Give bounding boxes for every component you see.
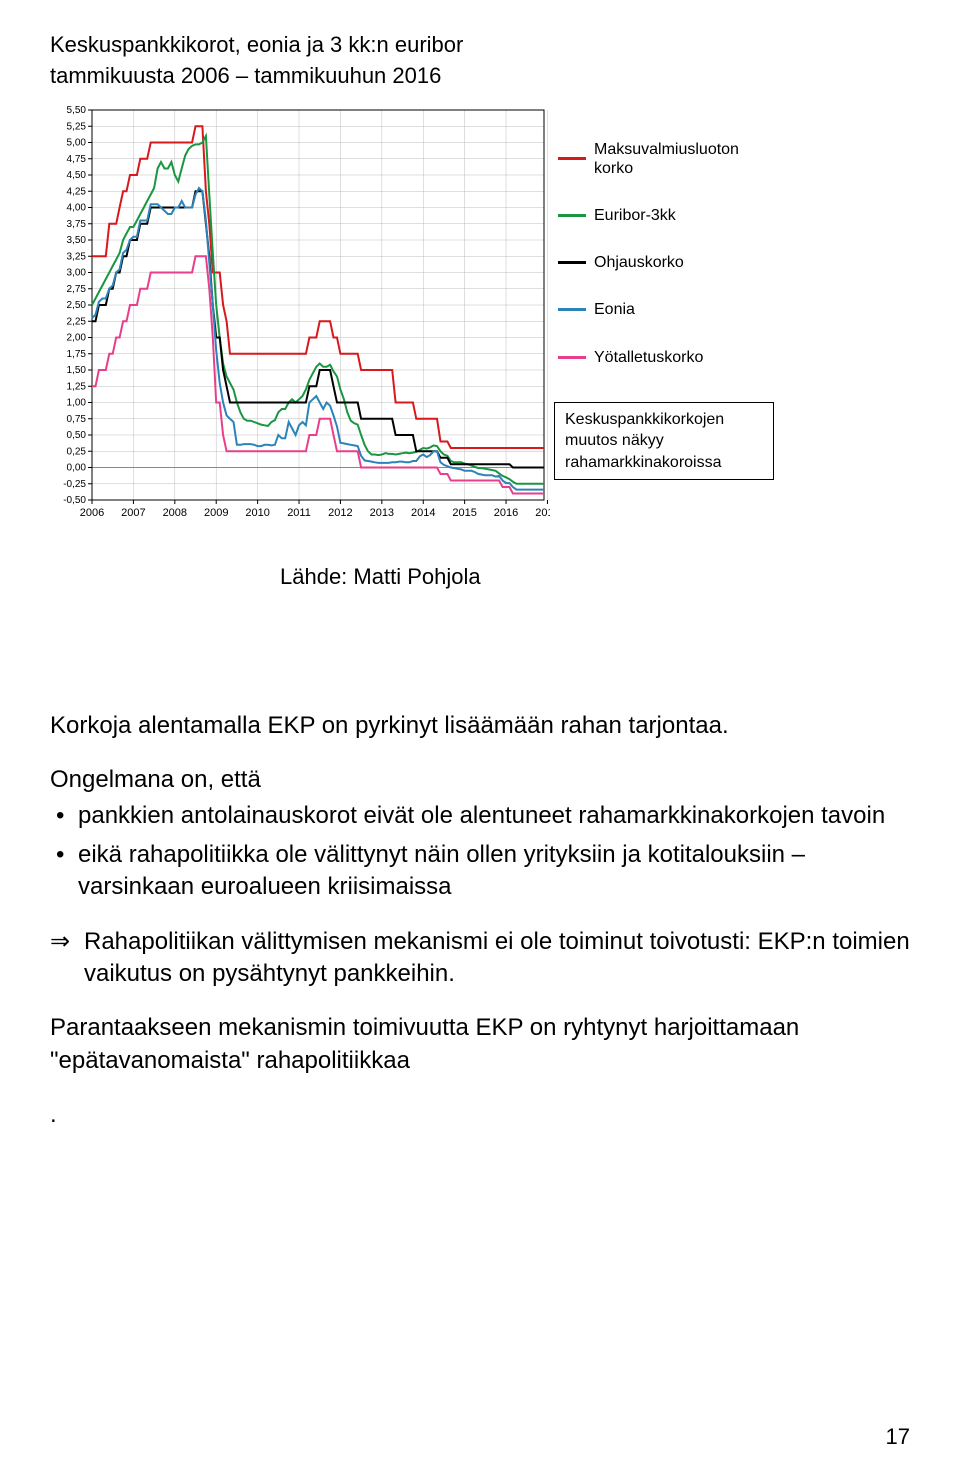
paragraph-intro: Ongelmana on, että xyxy=(50,764,910,796)
legend-item: Euribor-3kk xyxy=(558,206,750,225)
svg-text:2010: 2010 xyxy=(245,507,269,519)
implication-paragraph: ⇒ Rahapolitiikan välittymisen mekanismi … xyxy=(50,926,910,991)
note-line: rahamarkkinakoroissa xyxy=(565,452,763,474)
svg-text:5,25: 5,25 xyxy=(67,121,87,132)
svg-text:3,75: 3,75 xyxy=(67,218,87,229)
paragraph: Parantaakseen mekanismin toimivuutta EKP… xyxy=(50,1012,910,1077)
chart-legend: Maksuvalmiusluoton korko Euribor-3kk Ohjau… xyxy=(558,140,750,395)
legend-label: Yötalletuskorko xyxy=(594,348,703,367)
svg-text:2,75: 2,75 xyxy=(67,283,87,294)
svg-text:2009: 2009 xyxy=(204,507,228,519)
svg-text:5,50: 5,50 xyxy=(67,105,87,116)
svg-text:2007: 2007 xyxy=(121,507,145,519)
note-line: Keskuspankkikorkojen xyxy=(565,409,763,431)
svg-text:2008: 2008 xyxy=(163,507,187,519)
legend-item: Eonia xyxy=(558,300,750,319)
svg-text:2013: 2013 xyxy=(370,507,394,519)
svg-text:0,25: 0,25 xyxy=(67,446,87,457)
svg-text:0,75: 0,75 xyxy=(67,413,87,424)
bullet-item: pankkien antolainauskorot eivät ole alen… xyxy=(50,800,910,832)
svg-text:4,00: 4,00 xyxy=(67,202,87,213)
svg-text:-0,50: -0,50 xyxy=(63,495,86,506)
legend-swatch xyxy=(558,157,586,160)
rate-chart: -0,50 -0,25 0,00 0,25 0,50 0,75 1,00 1,25 1,50 1,… xyxy=(50,104,750,524)
svg-text:1,50: 1,50 xyxy=(67,365,87,376)
title-line2: tammikuusta 2006 – tammikuuhun 2016 xyxy=(50,63,441,88)
arrow-icon: ⇒ xyxy=(50,926,84,991)
svg-text:4,50: 4,50 xyxy=(67,170,87,181)
svg-text:1,00: 1,00 xyxy=(67,397,87,408)
svg-text:2017: 2017 xyxy=(535,507,550,519)
svg-text:5,00: 5,00 xyxy=(67,137,87,148)
svg-text:2,50: 2,50 xyxy=(67,300,87,311)
body-text: Korkoja alentamalla EKP on pyrkinyt lisä… xyxy=(50,710,910,1132)
legend-label: Maksuvalmiusluoton korko xyxy=(594,140,750,178)
svg-text:2,00: 2,00 xyxy=(67,332,87,343)
page-title: Keskuspankkikorot, eonia ja 3 kk:n eurib… xyxy=(50,30,910,92)
svg-text:2,25: 2,25 xyxy=(67,316,87,327)
chart-source: Lähde: Matti Pohjola xyxy=(280,564,910,590)
legend-item: Ohjauskorko xyxy=(558,253,750,272)
page-number: 17 xyxy=(886,1424,910,1450)
paragraph: Korkoja alentamalla EKP on pyrkinyt lisä… xyxy=(50,710,910,742)
note-line: muutos näkyy xyxy=(565,430,763,452)
legend-swatch xyxy=(558,214,586,217)
svg-text:4,75: 4,75 xyxy=(67,153,87,164)
legend-label: Euribor-3kk xyxy=(594,206,676,225)
svg-text:2014: 2014 xyxy=(411,507,435,519)
chart-canvas: -0,50 -0,25 0,00 0,25 0,50 0,75 1,00 1,25 1,50 1,… xyxy=(50,104,550,524)
svg-text:1,75: 1,75 xyxy=(67,348,87,359)
legend-label: Eonia xyxy=(594,300,635,319)
bullet-list: pankkien antolainauskorot eivät ole alen… xyxy=(50,800,910,903)
legend-swatch xyxy=(558,261,586,264)
svg-text:2012: 2012 xyxy=(328,507,352,519)
implication-text: Rahapolitiikan välittymisen mekanismi ei… xyxy=(84,926,910,991)
bullet-item: eikä rahapolitiikka ole välittynyt näin … xyxy=(50,839,910,904)
svg-text:3,25: 3,25 xyxy=(67,251,87,262)
svg-text:2015: 2015 xyxy=(452,507,476,519)
svg-text:0,00: 0,00 xyxy=(67,462,87,473)
svg-text:3,50: 3,50 xyxy=(67,235,87,246)
legend-item: Yötalletuskorko xyxy=(558,348,750,367)
paragraph: . xyxy=(50,1099,910,1131)
svg-text:0,50: 0,50 xyxy=(67,430,87,441)
legend-item: Maksuvalmiusluoton korko xyxy=(558,140,750,178)
svg-text:4,25: 4,25 xyxy=(67,186,87,197)
svg-text:2006: 2006 xyxy=(80,507,104,519)
chart-note-box: Keskuspankkikorkojen muutos näkyy rahama… xyxy=(554,402,774,481)
svg-text:1,25: 1,25 xyxy=(67,381,87,392)
svg-text:-0,25: -0,25 xyxy=(63,478,86,489)
svg-text:3,00: 3,00 xyxy=(67,267,87,278)
legend-swatch xyxy=(558,356,586,359)
svg-text:2016: 2016 xyxy=(494,507,518,519)
title-line1: Keskuspankkikorot, eonia ja 3 kk:n eurib… xyxy=(50,32,463,57)
svg-text:2011: 2011 xyxy=(287,507,311,519)
legend-label: Ohjauskorko xyxy=(594,253,684,272)
legend-swatch xyxy=(558,308,586,311)
